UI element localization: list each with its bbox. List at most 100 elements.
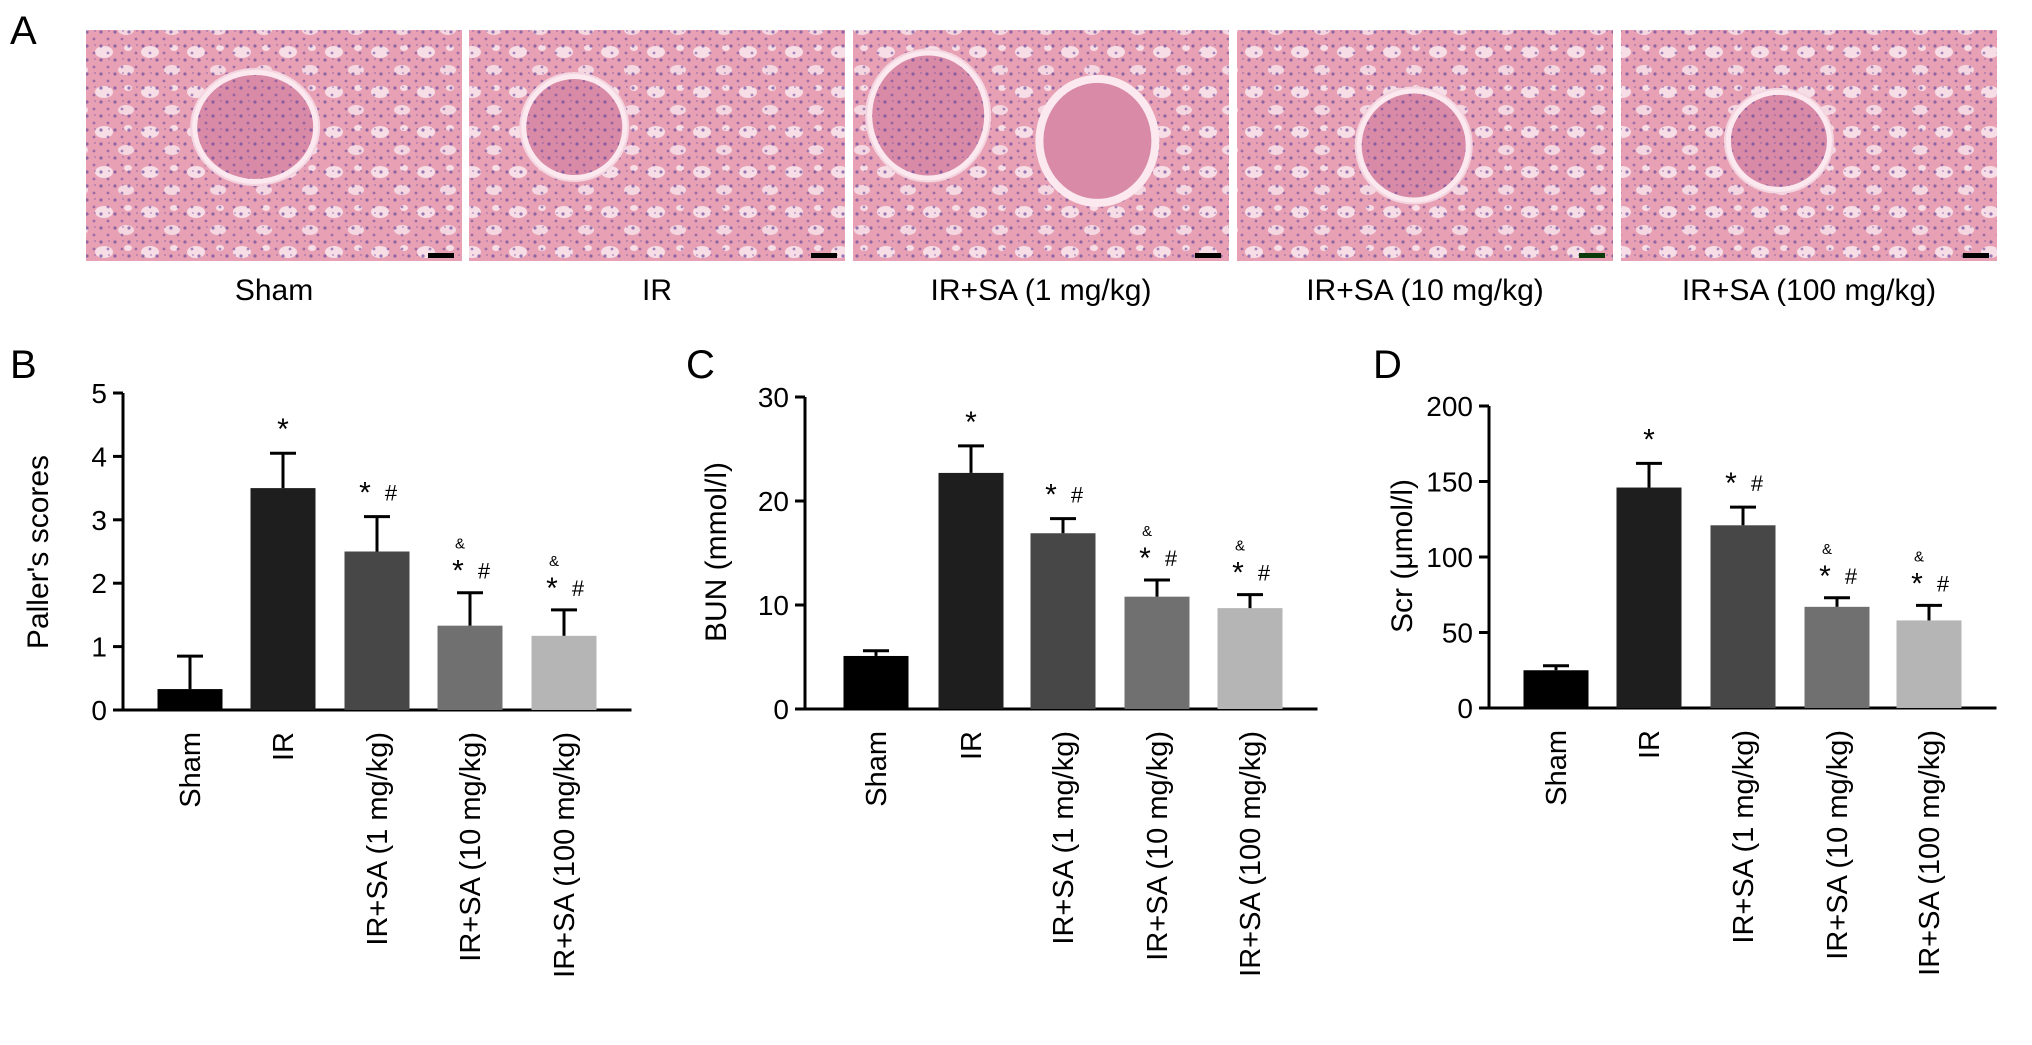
bar-ir-sa-1-mg-kg — [1710, 525, 1776, 708]
y-axis-label: Scr (μmol/l) — [1386, 479, 1419, 633]
y-tick-label: 1 — [91, 632, 107, 663]
micrograph-ir-sa-1-mg-kg — [853, 30, 1229, 261]
y-tick-label: 0 — [91, 695, 107, 726]
panel-letter-d: D — [1373, 343, 1402, 387]
micrograph-ir — [469, 30, 845, 261]
annotation-hash: # — [478, 559, 491, 584]
bar-ir — [938, 472, 1004, 709]
x-tick-label-ir-sa-1-mg-kg: IR+SA (1 mg/kg) — [1048, 731, 1080, 945]
micrograph-sham — [86, 30, 462, 261]
x-tick-label-sham: Sham — [175, 732, 207, 808]
histology-row: Sham IR IR+SA (1 mg/kg) IR+SA (10 mg/kg) IR+… — [86, 30, 1997, 307]
glomerulus-nuclei — [872, 55, 985, 176]
x-tick-label-ir-sa-1-mg-kg: IR+SA (1 mg/kg) — [362, 732, 394, 946]
scale-bar — [1195, 253, 1221, 258]
annotation-hash: # — [1165, 546, 1178, 571]
annotation-ampersand: & — [1142, 523, 1152, 540]
y-axis-label: Paller's scores — [22, 455, 55, 649]
micrograph-caption-ir-sa-100-mg-kg: IR+SA (100 mg/kg) — [1682, 274, 1936, 307]
x-tick-label-ir-sa-100-mg-kg: IR+SA (100 mg/kg) — [1235, 731, 1267, 977]
annotation-star: * — [965, 406, 977, 439]
annotation-hash: # — [1258, 561, 1271, 586]
glomerulus-nuclei — [197, 75, 314, 180]
bar-ir-sa-1-mg-kg — [1030, 533, 1096, 709]
x-tick-label-ir-sa-10-mg-kg: IR+SA (10 mg/kg) — [1822, 730, 1854, 960]
scale-bar — [811, 253, 837, 258]
scale-bar — [428, 253, 454, 258]
y-tick-label: 2 — [91, 568, 107, 599]
annotation-star: * — [1725, 467, 1737, 500]
x-tick-label-ir: IR — [956, 731, 988, 760]
annotation-ampersand: & — [549, 553, 559, 570]
bar-ir-sa-10-mg-kg — [1804, 606, 1870, 708]
chart-bun: BUN (mmol/l) 0 10 20 30 Sham * IR * # IR+SA (1 mg/… — [700, 382, 1318, 977]
chart-paller-scores: Paller's scores 0 1 2 3 4 5 Sham * IR * # IR+SA (1 m… — [22, 378, 632, 978]
bar-sham — [1523, 670, 1589, 708]
y-tick-label: 150 — [1426, 467, 1473, 498]
annotation-hash: # — [1845, 564, 1858, 589]
y-axis-label: BUN (mmol/l) — [700, 462, 733, 642]
annotation-ampersand: & — [1914, 548, 1924, 565]
y-tick-label: 20 — [758, 486, 789, 517]
micrograph-ir-sa-100-mg-kg — [1621, 30, 1997, 261]
y-tick-label: 0 — [773, 694, 789, 725]
annotation-hash: # — [1071, 483, 1084, 508]
micrograph-caption-sham: Sham — [235, 274, 313, 307]
y-tick-label: 50 — [1442, 618, 1473, 649]
y-tick-label: 100 — [1426, 542, 1473, 573]
bar-sham — [843, 655, 909, 709]
annotation-star: * — [1232, 557, 1244, 590]
x-tick-label-sham: Sham — [861, 731, 893, 807]
bar-ir-sa-100-mg-kg — [531, 635, 597, 710]
annotation-star: * — [1643, 423, 1655, 456]
panel-letter-b: B — [10, 343, 37, 387]
y-tick-label: 5 — [91, 378, 107, 409]
x-tick-label-ir-sa-100-mg-kg: IR+SA (100 mg/kg) — [1914, 730, 1946, 976]
annotation-hash: # — [572, 576, 585, 601]
glomerulus-nuclei — [526, 79, 623, 176]
annotation-star: * — [546, 572, 558, 605]
micrograph-caption-ir-sa-10-mg-kg: IR+SA (10 mg/kg) — [1306, 274, 1544, 307]
y-tick-label: 4 — [91, 441, 107, 472]
y-tick-label: 10 — [758, 590, 789, 621]
scale-bar — [1579, 253, 1605, 258]
annotation-star: * — [1139, 542, 1151, 575]
bar-ir-sa-100-mg-kg — [1217, 608, 1283, 709]
bar-ir-sa-1-mg-kg — [344, 551, 410, 710]
x-tick-label-ir-sa-10-mg-kg: IR+SA (10 mg/kg) — [1142, 731, 1174, 961]
annotation-hash: # — [385, 481, 398, 506]
micrograph-caption-ir-sa-1-mg-kg: IR+SA (1 mg/kg) — [931, 274, 1152, 307]
annotation-ampersand: & — [1822, 541, 1832, 558]
x-tick-label-ir-sa-10-mg-kg: IR+SA (10 mg/kg) — [455, 732, 487, 962]
x-tick-label-sham: Sham — [1541, 730, 1573, 806]
panel-letter-c: C — [686, 343, 715, 387]
annotation-ampersand: & — [1235, 538, 1245, 555]
annotation-star: * — [1045, 479, 1057, 512]
x-tick-label-ir: IR — [1634, 730, 1666, 759]
panel-letter-a: A — [10, 9, 37, 53]
bar-ir-sa-10-mg-kg — [437, 625, 503, 710]
bar-ir — [250, 488, 316, 710]
annotation-hash: # — [1751, 471, 1764, 496]
glomerulus-second — [1035, 74, 1160, 207]
x-tick-label-ir-sa-100-mg-kg: IR+SA (100 mg/kg) — [549, 732, 581, 978]
glomerulus-nuclei — [1730, 94, 1827, 187]
y-tick-label: 200 — [1426, 391, 1473, 422]
annotation-star: * — [452, 555, 464, 588]
annotation-star: * — [1819, 560, 1831, 593]
glomerulus-nuclei — [1361, 93, 1466, 198]
scale-bar — [1963, 253, 1989, 258]
annotation-star: * — [277, 413, 289, 446]
micrograph-caption-ir: IR — [642, 274, 672, 307]
annotation-star: * — [359, 477, 371, 510]
chart-scr: Scr (μmol/l) 0 50 100 150 200 Sham * IR * # IR+SA (… — [1386, 391, 1997, 976]
y-tick-label: 3 — [91, 505, 107, 536]
bar-ir — [1616, 487, 1682, 708]
bar-sham — [157, 689, 223, 710]
annotation-ampersand: & — [455, 536, 465, 553]
x-tick-label-ir: IR — [268, 732, 300, 761]
annotation-hash: # — [1937, 571, 1950, 596]
bar-ir-sa-100-mg-kg — [1896, 620, 1962, 708]
x-tick-label-ir-sa-1-mg-kg: IR+SA (1 mg/kg) — [1728, 730, 1760, 944]
